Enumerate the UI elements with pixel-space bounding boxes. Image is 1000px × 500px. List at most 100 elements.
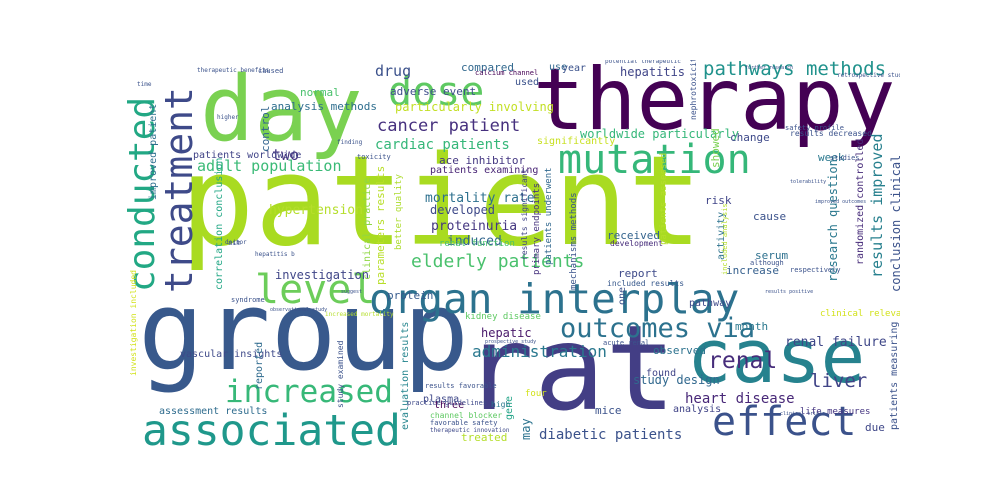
word-mechanisms-methods: mechanisms methods (569, 192, 579, 290)
word-potential-therapeutic: potential therapeutic (605, 60, 681, 65)
word-therapeutic-benefits: therapeutic benefits (197, 67, 270, 74)
word-high: high (491, 400, 511, 409)
word-therapeutic-innovation: therapeutic innovation (430, 427, 510, 434)
word-cardiac-patients: cardiac patients (375, 137, 510, 153)
word-control: control (259, 105, 272, 152)
word-case: case (687, 314, 866, 400)
word-showed: showed (709, 128, 722, 168)
word-included-results: included results (607, 279, 685, 288)
word-safety-profile: safety profile (785, 124, 845, 132)
word-pathways-methods: pathways methods (703, 60, 887, 80)
word-liver: liver (810, 370, 868, 392)
word-ace-inhibitor: ace inhibitor (439, 154, 526, 167)
word-may: may (519, 418, 533, 440)
word-nephrotoxicity: nephrotoxicity (689, 60, 698, 120)
word-primary-endpoints: primary endpoints (532, 182, 542, 275)
word-channel-blocker: channel blocker (430, 411, 503, 420)
word-although: although (750, 259, 784, 267)
word-renal: renal (708, 348, 778, 374)
word-prospective-study: prospective study (485, 339, 537, 345)
word-caused: caused (258, 67, 284, 75)
word-patient: patient (180, 130, 703, 274)
word-plasma: plasma (423, 394, 460, 405)
word-pathway: pathway (689, 298, 732, 309)
word-toxicity: toxicity (357, 153, 391, 161)
word-significantly: significantly (537, 136, 616, 147)
word-practice-guidelines: practice guidelines (407, 399, 488, 407)
word-calcium-channel: calcium channel (475, 69, 539, 77)
word-administration: administration (472, 342, 607, 361)
word-month: month (735, 320, 769, 333)
word-conclusion-clinical: conclusion clinical (889, 154, 900, 292)
word-group: group (138, 267, 470, 395)
word-kidney-disease: kidney disease (465, 312, 541, 322)
word-cancer-patient: cancer patient (377, 116, 521, 136)
word-found: found (646, 368, 677, 379)
word-hepatitis: hepatitis (620, 65, 686, 79)
word-respectively: respectively (790, 266, 841, 274)
word-vascular-insights: vascular insights (180, 349, 283, 360)
word-analysis-methods: analysis methods (271, 100, 377, 113)
word-included-analysis: included analysis (721, 203, 729, 275)
word-week: week (818, 151, 845, 164)
word-drug: drug (375, 62, 412, 80)
word-acute-renal: acute renal (603, 339, 650, 347)
word-level: level (255, 267, 376, 313)
word-organ-interplay: organ interplay (369, 275, 740, 323)
word-risk: risk (705, 194, 732, 207)
word-finding: finding (337, 139, 363, 146)
word-further-research: further research (745, 65, 794, 71)
word-treatment: treatment (157, 87, 201, 293)
word-patients-measuring: patients measuring (889, 321, 900, 430)
word-change: change (730, 131, 770, 144)
word-induced: induced (447, 234, 502, 249)
word-life-measures: life measures (800, 407, 871, 417)
word-two: two (272, 146, 300, 164)
word-adult-population: adult population (197, 157, 342, 175)
word-use: use (549, 62, 568, 73)
word-results-positive: results positive (765, 289, 814, 295)
word-retrospective-study: retrospective study (837, 72, 900, 79)
word-suggest: suggest (341, 289, 363, 295)
word-renal-failure: renal failure (785, 335, 887, 350)
word-results-improved: results improved (868, 133, 886, 279)
word-therapy: therapy (533, 60, 896, 150)
word-proteinuria: proteinuria (431, 219, 518, 234)
word-evaluation-results: evaluation results (400, 321, 411, 430)
word-tolerability: tolerability (790, 179, 827, 185)
word-parameters-results: parameters results (374, 165, 387, 285)
word-due: due (865, 421, 885, 434)
word-better-quality: better quality (394, 174, 404, 250)
word-heart-disease: heart disease (685, 391, 795, 407)
word-increased: increased (225, 374, 393, 410)
word-particularly-involving: particularly involving (395, 100, 554, 114)
word-study-examined: study examined (336, 340, 345, 408)
word-received: received (607, 229, 660, 242)
word-reported: reported (254, 341, 265, 390)
word-diabetic-patients: diabetic patients (539, 427, 683, 443)
word-adverse-event: adverse event (390, 85, 477, 98)
word-worldwide-particularly: worldwide particularly (580, 127, 739, 141)
word-hepatitis-b: hepatitis b (255, 251, 295, 258)
word-research-question: research question (826, 159, 840, 282)
word-favorable-safety: favorable safety (430, 419, 498, 427)
word-compared: compared (461, 61, 514, 74)
word-assessment-results: assessment results (159, 406, 268, 417)
word-developed: developed (430, 203, 496, 217)
word-increase: increase (726, 264, 779, 277)
word-mice: mice (595, 404, 622, 417)
word-used: used (515, 77, 540, 88)
word-mortality-rate: mortality rate (425, 191, 535, 206)
word-correlation-conclusion: correlation conclusion (214, 157, 225, 290)
word-effect: effect (712, 399, 857, 445)
word-protein: protein (387, 289, 434, 302)
word-study-design: study design (633, 373, 720, 387)
word-results-favorable: results favorable (425, 382, 497, 390)
word-investigation-included: investigation included (129, 270, 138, 376)
word-normal: normal (300, 86, 340, 99)
word-serum: serum (755, 249, 789, 262)
word-improved-outcomes: improved outcomes (815, 199, 867, 205)
word-results-decreased: results decreased (790, 129, 872, 138)
word-analysis: analysis (673, 404, 722, 415)
